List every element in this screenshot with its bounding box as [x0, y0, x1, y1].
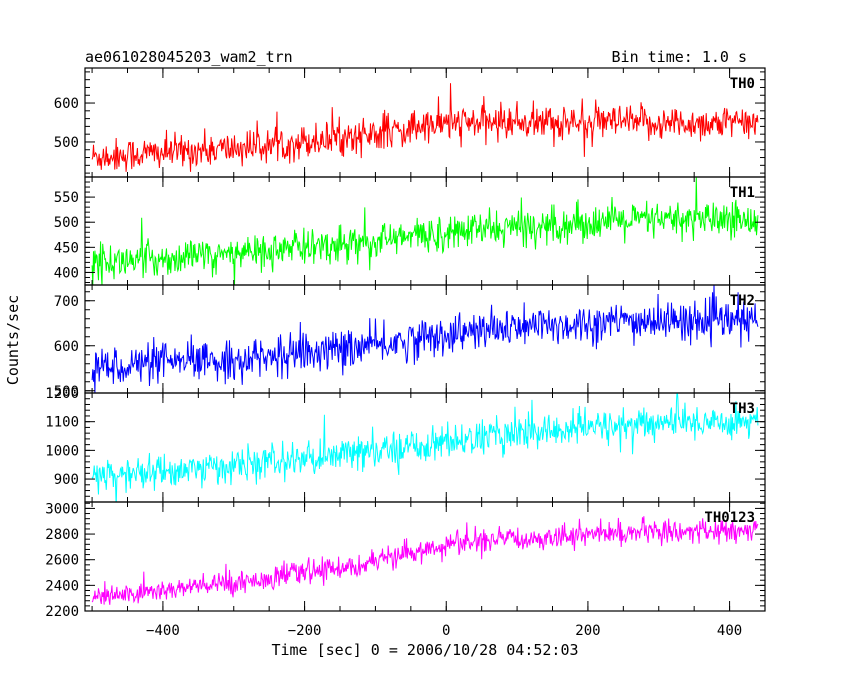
x-axis-label: Time [sec] 0 = 2006/10/28 04:52:03 [271, 641, 578, 659]
x-tick-label: 0 [442, 623, 450, 639]
y-tick-label: 450 [54, 240, 79, 256]
bin-time-label: Bin time: 1.0 s [612, 48, 747, 66]
series-line-th3 [91, 393, 759, 502]
y-tick-label: 700 [54, 294, 79, 310]
x-tick-label: −200 [288, 623, 322, 639]
series-line-th1 [91, 177, 759, 285]
panel-th0: 500 600 TH0 [54, 67, 766, 178]
panel-th3: 900 1000 1100 1200 TH3 [45, 386, 766, 503]
panel-frame [84, 501, 766, 612]
y-tick-label: 500 [54, 384, 79, 400]
panels-group: 500 600 TH0 400 450 500 550 TH1 500 600 700 TH2 900 1… [45, 67, 766, 639]
panel-label: TH3 [730, 401, 755, 417]
x-tick-label: 400 [717, 623, 742, 639]
y-tick-label: 2200 [45, 604, 79, 620]
y-tick-label: 600 [54, 339, 79, 355]
y-tick-label: 1000 [45, 443, 79, 459]
panel-label: TH1 [730, 185, 755, 201]
series-line-th0123 [91, 516, 759, 605]
y-tick-label: 600 [54, 96, 79, 112]
y-tick-label: 2400 [45, 578, 79, 594]
plot-title: ae061028045203_wam2_trn [85, 48, 293, 66]
panel-label: TH0123 [704, 510, 755, 526]
x-tick-label: −400 [146, 623, 180, 639]
y-tick-label: 2800 [45, 527, 79, 543]
y-tick-label: 900 [54, 472, 79, 488]
y-axis-label: Counts/sec [4, 295, 22, 385]
y-tick-label: 550 [54, 190, 79, 206]
panel-label: TH0 [730, 76, 755, 92]
y-tick-label: 1100 [45, 415, 79, 431]
y-tick-label: 400 [54, 265, 79, 281]
y-tick-label: 1200 [45, 386, 79, 402]
panel-label: TH2 [730, 293, 755, 309]
panel-th0123: 2200 2400 2600 2800 3000 TH0123 [45, 501, 766, 620]
series-line-th0 [91, 83, 759, 172]
panel-frame [84, 176, 766, 286]
series-line-th2 [91, 285, 759, 393]
y-tick-label: 2600 [45, 553, 79, 569]
y-tick-label: 500 [54, 215, 79, 231]
x-tick-label: 200 [575, 623, 600, 639]
y-tick-label: 3000 [45, 501, 79, 517]
panel-th2: 500 600 700 TH2 [54, 284, 766, 400]
y-tick-label: 500 [54, 135, 79, 151]
panel-th1: 400 450 500 550 TH1 [54, 176, 766, 286]
